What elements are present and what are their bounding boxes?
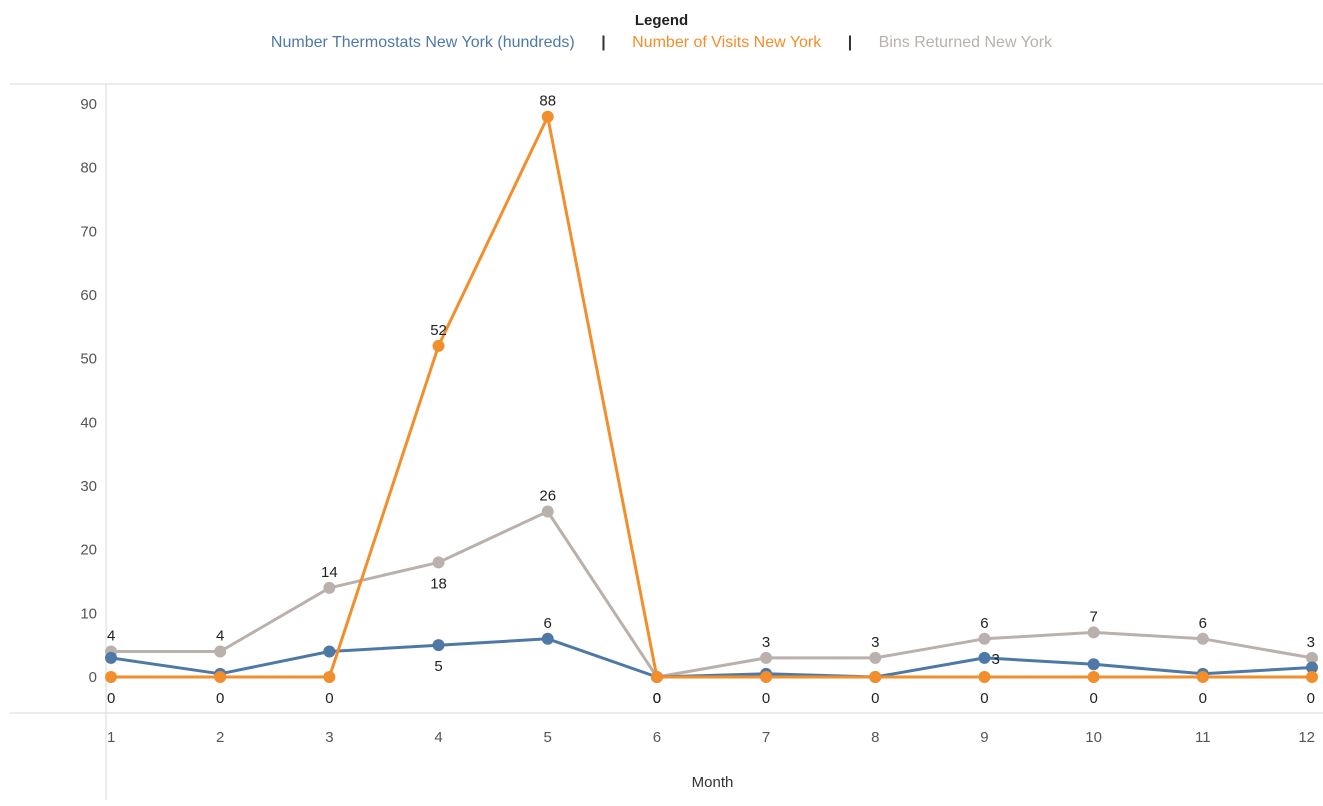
data-point[interactable] bbox=[978, 651, 991, 664]
data-point[interactable] bbox=[869, 651, 882, 664]
x-tick-label: 11 bbox=[1195, 729, 1211, 746]
data-point[interactable] bbox=[1196, 632, 1209, 645]
data-point[interactable] bbox=[432, 556, 445, 569]
data-point[interactable] bbox=[650, 671, 663, 683]
legend-separator: | bbox=[847, 34, 853, 51]
data-point[interactable] bbox=[1196, 671, 1209, 683]
data-point[interactable] bbox=[1306, 671, 1318, 683]
data-point[interactable] bbox=[1087, 658, 1100, 671]
data-point[interactable] bbox=[214, 645, 227, 658]
data-label: 26 bbox=[539, 487, 556, 504]
x-tick-label: 2 bbox=[216, 729, 224, 746]
x-tick-label: 1 bbox=[107, 729, 115, 746]
data-label: 6 bbox=[544, 615, 552, 632]
data-point[interactable] bbox=[1306, 661, 1318, 674]
data-point[interactable] bbox=[1087, 626, 1100, 639]
x-tick-label: 7 bbox=[762, 729, 770, 746]
data-label: 18 bbox=[430, 575, 447, 592]
data-label: 0 bbox=[1089, 690, 1097, 707]
data-point[interactable] bbox=[323, 645, 336, 658]
data-label: 88 bbox=[539, 93, 556, 110]
data-point[interactable] bbox=[432, 339, 445, 352]
x-tick-label: 6 bbox=[653, 729, 661, 746]
data-label: 6 bbox=[1199, 615, 1207, 632]
data-label: 0 bbox=[653, 690, 661, 707]
series-line bbox=[111, 510, 1313, 679]
data-label: 52 bbox=[430, 322, 447, 339]
x-tick-label: 3 bbox=[325, 729, 333, 746]
x-tick-label: 9 bbox=[980, 729, 988, 746]
data-label: 5 bbox=[434, 658, 442, 675]
data-point[interactable] bbox=[541, 110, 554, 123]
data-label: 6 bbox=[980, 615, 988, 632]
legend-item-bins[interactable]: Bins Returned New York bbox=[878, 34, 1053, 51]
legend: Legend Number Thermostats New York (hund… bbox=[0, 10, 1323, 54]
data-point[interactable] bbox=[105, 671, 117, 683]
y-tick-label: 90 bbox=[80, 96, 97, 113]
y-tick-label: 20 bbox=[80, 542, 97, 559]
data-label: 7 bbox=[1089, 608, 1097, 625]
data-label: 0 bbox=[653, 690, 661, 707]
data-label: 0 bbox=[325, 690, 333, 707]
y-tick-label: 40 bbox=[80, 414, 97, 431]
legend-item-visits[interactable]: Number of Visits New York bbox=[632, 34, 822, 51]
data-point[interactable] bbox=[323, 671, 336, 683]
legend-item-thermostats[interactable]: Number Thermostats New York (hundreds) bbox=[270, 34, 575, 51]
legend-title: Legend bbox=[634, 12, 689, 29]
data-label: 0 bbox=[107, 690, 115, 707]
data-point[interactable] bbox=[1306, 651, 1318, 664]
data-point[interactable] bbox=[214, 671, 227, 683]
data-point[interactable] bbox=[978, 671, 991, 683]
series-lines bbox=[110, 115, 1313, 679]
data-point[interactable] bbox=[1087, 671, 1100, 683]
x-tick-label: 4 bbox=[434, 729, 442, 746]
data-label: 4 bbox=[216, 628, 224, 645]
data-point[interactable] bbox=[541, 505, 554, 518]
x-tick-label: 5 bbox=[544, 729, 552, 746]
x-tick-label: 10 bbox=[1085, 729, 1102, 746]
data-point[interactable] bbox=[432, 639, 445, 652]
series-line bbox=[110, 637, 1313, 679]
data-label: 0 bbox=[1199, 690, 1207, 707]
data-label: 0 bbox=[762, 690, 770, 707]
data-label: 3 bbox=[1307, 634, 1315, 651]
y-tick-label: 50 bbox=[80, 351, 97, 368]
data-point[interactable] bbox=[978, 632, 991, 645]
x-axis-title: Month bbox=[692, 774, 734, 791]
data-label: 3 bbox=[762, 634, 770, 651]
data-label: 14 bbox=[321, 564, 338, 581]
data-point[interactable] bbox=[541, 632, 554, 645]
y-tick-label: 0 bbox=[89, 669, 97, 686]
legend-items: Number Thermostats New York (hundreds) |… bbox=[0, 32, 1323, 54]
data-point[interactable] bbox=[105, 651, 117, 664]
y-tick-label: 10 bbox=[80, 605, 97, 622]
data-label: 3 bbox=[991, 651, 999, 668]
y-tick-label: 80 bbox=[80, 160, 97, 177]
series-line bbox=[111, 115, 1312, 679]
data-point[interactable] bbox=[760, 671, 773, 683]
data-label: 0 bbox=[1307, 690, 1315, 707]
legend-separator: | bbox=[601, 34, 606, 51]
data-label: 0 bbox=[216, 690, 224, 707]
data-point[interactable] bbox=[323, 581, 336, 594]
data-points bbox=[105, 110, 1318, 683]
data-label: 3 bbox=[871, 634, 879, 651]
data-label: 0 bbox=[980, 690, 988, 707]
x-tick-label: 12 bbox=[1298, 729, 1315, 746]
data-label: 0 bbox=[871, 690, 879, 707]
y-tick-label: 30 bbox=[80, 478, 97, 495]
x-tick-label: 8 bbox=[871, 729, 879, 746]
y-tick-label: 60 bbox=[80, 287, 97, 304]
data-label: 4 bbox=[107, 628, 115, 645]
data-point[interactable] bbox=[869, 671, 882, 683]
data-point[interactable] bbox=[760, 651, 773, 664]
y-tick-label: 70 bbox=[80, 223, 97, 240]
